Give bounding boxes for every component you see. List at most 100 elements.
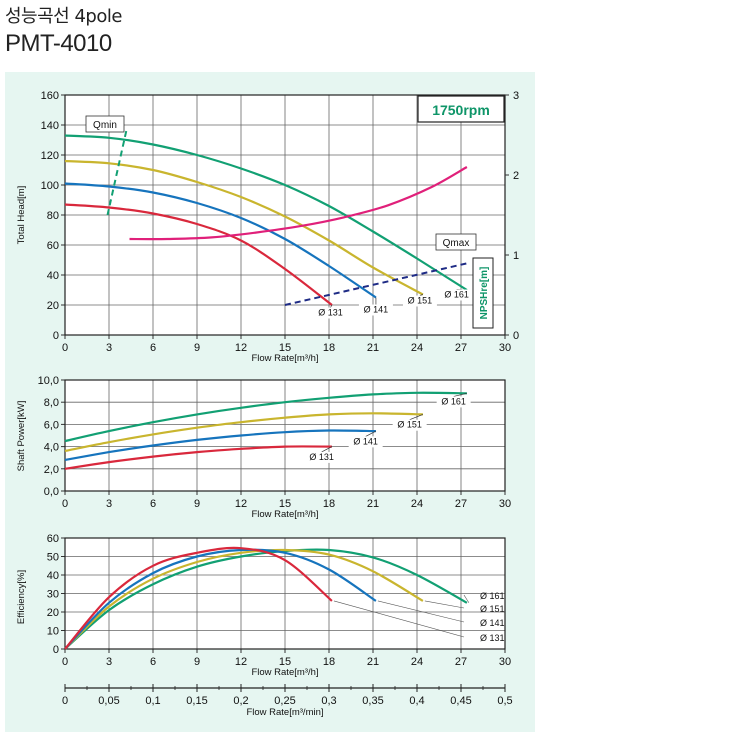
power-x-tick-label: 15: [279, 498, 291, 510]
head-y-tick-label: 40: [47, 270, 59, 282]
head-y-tick-label: 140: [41, 120, 59, 132]
x2-tick-label: 0,1: [145, 695, 160, 707]
x2-tick-label: 0,05: [98, 695, 119, 707]
power-curve-label: Ø 131: [309, 452, 334, 462]
efficiency-series-d131: [64, 546, 333, 650]
efficiency-series-d151: [64, 548, 424, 650]
power-x-axis-label: Flow Rate[m³/h]: [251, 509, 318, 520]
legend-item: Ø 151: [480, 604, 505, 614]
power-x-tick-label: 3: [106, 498, 112, 510]
qmin-label: Qmin: [93, 120, 117, 131]
efficiency-y-tick-label: 0: [53, 644, 59, 656]
head-y-tick-label: 160: [41, 90, 59, 102]
model-name: PMT-4010: [5, 30, 112, 57]
power-y-tick-label: 4,0: [44, 442, 59, 454]
power-x-tick-label: 9: [194, 498, 200, 510]
x2-tick-label: 0: [62, 695, 68, 707]
efficiency-x-tick-label: 15: [279, 656, 291, 668]
efficiency-series-d161: [64, 548, 468, 650]
power-y-tick-label: 8,0: [44, 397, 59, 409]
page-title-korean: 성능곡선 4pole: [5, 6, 122, 27]
power-curve-label: Ø 151: [397, 420, 422, 430]
qmin-line: [106, 129, 128, 216]
efficiency-y-tick-label: 60: [47, 533, 59, 545]
x2-tick-label: 0,15: [186, 695, 207, 707]
x2-tick-label: 0,3: [321, 695, 336, 707]
power-y-tick-label: 10,0: [38, 375, 59, 387]
power-y-tick-label: 0,0: [44, 486, 59, 498]
power-label-leader: [321, 446, 333, 453]
power-x-tick-label: 6: [150, 498, 156, 510]
head-curve-label: Ø 161: [444, 290, 469, 300]
power-y-tick-label: 6,0: [44, 419, 59, 431]
power-x-tick-label: 24: [411, 498, 423, 510]
head-y2-tick-label: 0: [513, 330, 519, 342]
power-x-tick-label: 18: [323, 498, 335, 510]
efficiency-x-tick-label: 18: [323, 656, 335, 668]
head-label-bg: [358, 304, 393, 316]
power-label-bg: [392, 419, 427, 431]
head-x-tick-label: 15: [279, 342, 291, 354]
npsh-label-box: [472, 257, 494, 329]
efficiency-x-tick-label: 21: [367, 656, 379, 668]
power-series-d151: [64, 412, 423, 453]
power-series-d161: [64, 391, 467, 443]
x2-tick-label: 0,45: [450, 695, 471, 707]
head-label-leader: [419, 294, 423, 296]
legend-item: Ø 161: [480, 591, 505, 601]
head-x-tick-label: 0: [62, 342, 68, 354]
power-y-tick-label: 2,0: [44, 464, 59, 476]
legend-leader: [333, 600, 465, 638]
x2-tick-label: 0,2: [233, 695, 248, 707]
head-y-tick-label: 80: [47, 210, 59, 222]
head-series-d141: [64, 182, 377, 299]
head-curve-label: Ø 151: [408, 296, 433, 306]
efficiency-x-tick-label: 24: [411, 656, 423, 668]
head-y-axis-label: Total Head[m]: [16, 186, 27, 245]
legend-leader: [424, 600, 465, 609]
legend-item: Ø 131: [480, 633, 505, 643]
head-x-tick-label: 12: [235, 342, 247, 354]
head-label-bg: [402, 295, 437, 307]
head-x-axis-label: Flow Rate[m³/h]: [251, 353, 318, 364]
head-series-d161: [64, 134, 468, 291]
head-series-d131: [64, 203, 333, 306]
head-x-tick-label: 21: [367, 342, 379, 354]
head-x-tick-label: 18: [323, 342, 335, 354]
power-label-leader: [453, 392, 467, 397]
head-label-bg: [439, 289, 474, 301]
head-x-tick-label: 30: [499, 342, 511, 354]
efficiency-x-tick-label: 6: [150, 656, 156, 668]
efficiency-y-tick-label: 10: [47, 626, 59, 638]
power-y-axis-label: Shaft Power[kW]: [16, 401, 27, 472]
power-x-tick-label: 27: [455, 498, 467, 510]
head-y-tick-label: 60: [47, 240, 59, 252]
head-curve-label: Ø 141: [364, 305, 389, 315]
efficiency-y-tick-label: 30: [47, 589, 59, 601]
efficiency-x-tick-label: 30: [499, 656, 511, 668]
npsh-axis-label: NPSHre[m]: [479, 267, 490, 320]
power-label-leader: [409, 414, 423, 421]
power-label-bg: [436, 396, 471, 408]
head-y-tick-label: 0: [53, 330, 59, 342]
head-label-leader: [330, 304, 333, 308]
qmin-label-box: [85, 115, 125, 133]
power-series-d131: [64, 445, 332, 470]
head-y-tick-label: 100: [41, 180, 59, 192]
rpm-badge-box: [417, 95, 505, 123]
power-label-bg: [304, 451, 339, 463]
head-y2-tick-label: 1: [513, 250, 519, 262]
rpm-badge: 1750rpm: [432, 102, 490, 118]
efficiency-x-tick-label: 27: [455, 656, 467, 668]
head-series-d151: [64, 159, 424, 296]
power-label-bg: [348, 436, 383, 448]
x2-tick-label: 0,35: [362, 695, 383, 707]
power-x-tick-label: 12: [235, 498, 247, 510]
power-x-tick-label: 30: [499, 498, 511, 510]
efficiency-x-tick-label: 3: [106, 656, 112, 668]
power-x-tick-label: 21: [367, 498, 379, 510]
head-plot-frame: [64, 94, 506, 336]
power-curve-label: Ø 161: [441, 396, 466, 406]
head-x-tick-label: 9: [194, 342, 200, 354]
